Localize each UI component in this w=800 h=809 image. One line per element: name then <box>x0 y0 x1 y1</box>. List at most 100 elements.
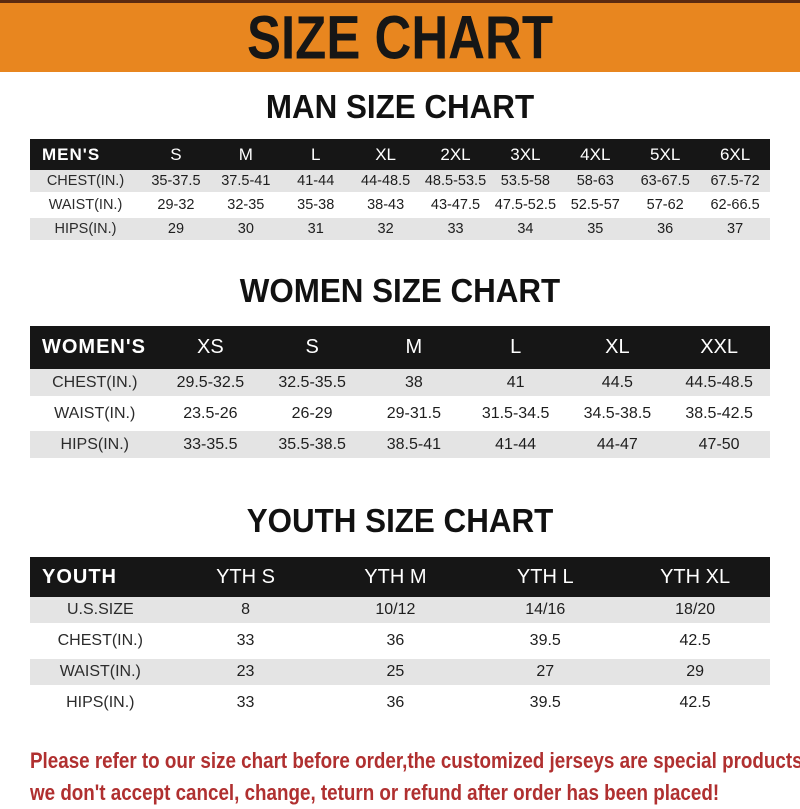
mens-table-row: CHEST(IN.) 35-37.5 37.5-41 41-44 44-48.5 48.5… <box>30 170 770 194</box>
youth-size-cell: 39.5 <box>529 694 561 711</box>
youth-size-cell: 27 <box>536 663 555 680</box>
womens-size-cell: 44-47 <box>596 435 638 453</box>
womens-size-column-header: XXL <box>700 336 739 358</box>
youth-table-row: CHEST(IN.) 33 36 39.5 42.5 <box>30 628 770 659</box>
youth-size-cell: 14/16 <box>525 601 566 618</box>
mens-size-cell: 52.5-57 <box>570 197 620 213</box>
mens-row-label: HIPS(IN.) <box>54 221 117 237</box>
womens-row-label: CHEST(IN.) <box>52 373 138 391</box>
womens-row-label: WAIST(IN.) <box>54 404 136 422</box>
youth-header-label: YOUTH <box>42 565 117 588</box>
mens-size-cell: 44-48.5 <box>361 173 411 189</box>
womens-size-column-header: S <box>305 336 319 358</box>
womens-size-cell: 32.5-35.5 <box>278 373 346 391</box>
womens-size-table: WOMEN'S XS S M L XL XXL CHEST(IN.) 29.5-32.5 32.5… <box>30 326 770 462</box>
youth-size-cell: 25 <box>386 663 405 680</box>
womens-size-cell: 47-50 <box>698 435 740 453</box>
womens-size-cell: 35.5-38.5 <box>278 435 346 453</box>
mens-size-cell: 63-67.5 <box>640 173 690 189</box>
womens-header-label: WOMEN'S <box>42 336 146 358</box>
youth-header-row: YOUTH YTH S YTH M YTH L YTH XL <box>30 557 770 597</box>
disclaimer-note: Please refer to our size chart before or… <box>30 745 800 809</box>
mens-size-cell: 34 <box>517 221 534 237</box>
mens-size-cell: 35-37.5 <box>151 173 201 189</box>
womens-size-cell: 38.5-42.5 <box>685 404 753 422</box>
womens-size-column-header: XS <box>197 336 224 358</box>
youth-size-cell: 33 <box>236 632 255 649</box>
mens-section-title: MAN SIZE CHART <box>265 88 535 125</box>
womens-size-cell: 38.5-41 <box>386 435 441 453</box>
mens-size-cell: 48.5-53.5 <box>424 173 487 189</box>
mens-size-cell: 47.5-52.5 <box>494 197 557 213</box>
youth-row-label: HIPS(IN.) <box>66 694 135 711</box>
mens-size-column-header: XL <box>375 144 397 164</box>
youth-size-cell: 42.5 <box>679 694 711 711</box>
womens-size-cell: 44.5-48.5 <box>685 373 753 391</box>
youth-size-cell: 36 <box>386 694 405 711</box>
mens-size-cell: 29-32 <box>157 197 195 213</box>
womens-size-cell: 44.5 <box>601 373 633 391</box>
youth-size-cell: 36 <box>386 632 405 649</box>
disclaimer-line-1: Please refer to our size chart before or… <box>30 748 800 773</box>
size-chart-banner: SIZE CHART <box>0 0 800 72</box>
mens-size-column-header: M <box>238 144 253 164</box>
womens-size-cell: 29.5-32.5 <box>176 373 245 391</box>
youth-row-label: U.S.SIZE <box>66 601 134 618</box>
mens-size-cell: 36 <box>657 221 674 237</box>
youth-size-cell: 23 <box>236 663 255 680</box>
womens-header-row: WOMEN'S XS S M L XL XXL <box>30 326 770 369</box>
youth-row-label: WAIST(IN.) <box>59 663 141 680</box>
youth-size-table: YOUTH YTH S YTH M YTH L YTH XL U.S.SIZE 8 10/12… <box>30 557 770 721</box>
youth-size-column-header: YTH S <box>216 565 275 588</box>
mens-size-cell: 35 <box>587 221 604 237</box>
mens-size-cell: 43-47.5 <box>430 197 481 213</box>
youth-size-cell: 29 <box>686 663 704 680</box>
mens-size-cell: 31 <box>307 221 324 237</box>
womens-table-row: CHEST(IN.) 29.5-32.5 32.5-35.5 38 41 44.5 44.5… <box>30 369 770 400</box>
youth-size-cell: 10/12 <box>375 601 416 618</box>
womens-size-cell: 23.5-26 <box>183 404 238 422</box>
youth-size-cell: 18/20 <box>675 601 716 618</box>
youth-table-row: WAIST(IN.) 23 25 27 29 <box>30 659 770 690</box>
womens-size-column-header: L <box>510 336 522 358</box>
mens-size-column-header: 5XL <box>650 144 681 164</box>
youth-table-row: HIPS(IN.) 33 36 39.5 42.5 <box>30 690 770 721</box>
mens-row-label: WAIST(IN.) <box>48 197 123 213</box>
womens-size-cell: 34.5-38.5 <box>583 404 652 422</box>
mens-size-column-header: S <box>170 144 182 164</box>
womens-size-column-header: XL <box>605 336 630 358</box>
disclaimer-line-2: we don't accept cancel, change, teturn o… <box>30 780 720 805</box>
mens-size-cell: 57-62 <box>646 197 684 213</box>
youth-size-cell: 39.5 <box>529 632 561 649</box>
mens-size-table: MEN'S S M L XL 2XL 3XL 4XL 5XL 6XL CHEST(IN.) 35-37… <box>30 139 770 242</box>
womens-size-column-header: M <box>405 336 423 358</box>
mens-size-cell: 38-43 <box>367 197 405 213</box>
womens-size-cell: 26-29 <box>291 404 333 422</box>
mens-table-row: HIPS(IN.) 29 30 31 32 33 34 35 36 37 <box>30 218 770 242</box>
banner-title: SIZE CHART <box>247 3 553 72</box>
mens-size-column-header: 2XL <box>440 144 471 164</box>
mens-header-label: MEN'S <box>42 144 101 164</box>
youth-size-cell: 8 <box>241 601 250 618</box>
womens-table-row: HIPS(IN.) 33-35.5 35.5-38.5 38.5-41 41-44 44-… <box>30 431 770 462</box>
mens-size-cell: 53.5-58 <box>500 173 550 189</box>
youth-size-cell: 33 <box>236 694 255 711</box>
youth-size-cell: 42.5 <box>679 632 711 649</box>
mens-row-label: CHEST(IN.) <box>46 173 125 189</box>
mens-table-row: WAIST(IN.) 29-32 32-35 35-38 38-43 43-47.5 47.… <box>30 194 770 218</box>
youth-size-section: YOUTH SIZE CHART YOUTH YTH S YTH M YTH L YTH… <box>0 502 800 721</box>
youth-size-column-header: YTH XL <box>660 565 731 588</box>
mens-size-column-header: 4XL <box>580 144 611 164</box>
mens-size-cell: 37.5-41 <box>221 173 271 189</box>
mens-size-cell: 58-63 <box>576 173 614 189</box>
mens-size-cell: 33 <box>447 221 464 237</box>
womens-size-cell: 38 <box>404 373 423 391</box>
womens-size-section: WOMEN SIZE CHART WOMEN'S XS S M L XL XXL CHEST(… <box>0 272 800 462</box>
mens-size-cell: 41-44 <box>297 173 335 189</box>
mens-size-column-header: L <box>310 144 321 164</box>
mens-size-column-header: 3XL <box>510 144 541 164</box>
womens-table-row: WAIST(IN.) 23.5-26 26-29 29-31.5 31.5-34.5 34… <box>30 400 770 431</box>
youth-size-column-header: YTH M <box>364 565 427 588</box>
youth-table-row: U.S.SIZE 8 10/12 14/16 18/20 <box>30 597 770 628</box>
mens-size-cell: 37 <box>727 221 744 237</box>
